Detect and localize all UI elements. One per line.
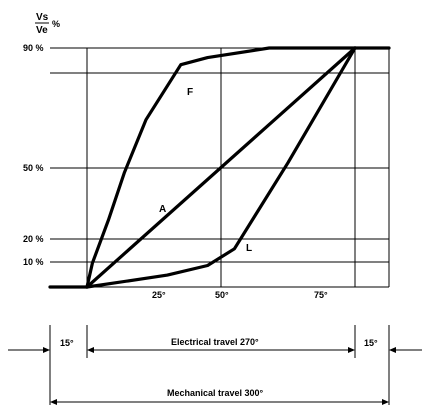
curve-label-l: L [246, 243, 252, 254]
y-label-denominator: Ve [36, 25, 48, 36]
curve-label-f: F [187, 87, 193, 98]
y-label-numerator: Vs [36, 12, 49, 23]
dim-right-arrowhead [389, 347, 396, 353]
curve-f [85, 46, 357, 289]
curve-label-a: A [159, 204, 166, 215]
dim-left-label: 15° [60, 338, 74, 348]
x-tick-75: 75° [314, 290, 328, 300]
curve-l [85, 46, 357, 289]
y-tick-50: 50 % [23, 163, 44, 173]
dim-left-arrowhead [43, 347, 50, 353]
x-tick-50: 50° [215, 290, 229, 300]
dim-mechanical-label: Mechanical travel 300° [167, 388, 264, 398]
dim-mechanical-arrow-left [50, 399, 57, 405]
dim-electrical-arrow-left [87, 347, 94, 353]
dim-electrical-label: Electrical travel 270° [171, 337, 259, 347]
curve-a [85, 46, 357, 289]
y-tick-20: 20 % [23, 234, 44, 244]
x-tick-25: 25° [152, 290, 166, 300]
y-tick-10: 10 % [23, 257, 44, 267]
y-label-unit: % [52, 19, 60, 29]
dim-right-label: 15° [364, 338, 378, 348]
dim-mechanical-arrow-right [382, 399, 389, 405]
y-tick-90: 90 % [23, 43, 44, 53]
dim-electrical-arrow-right [348, 347, 355, 353]
